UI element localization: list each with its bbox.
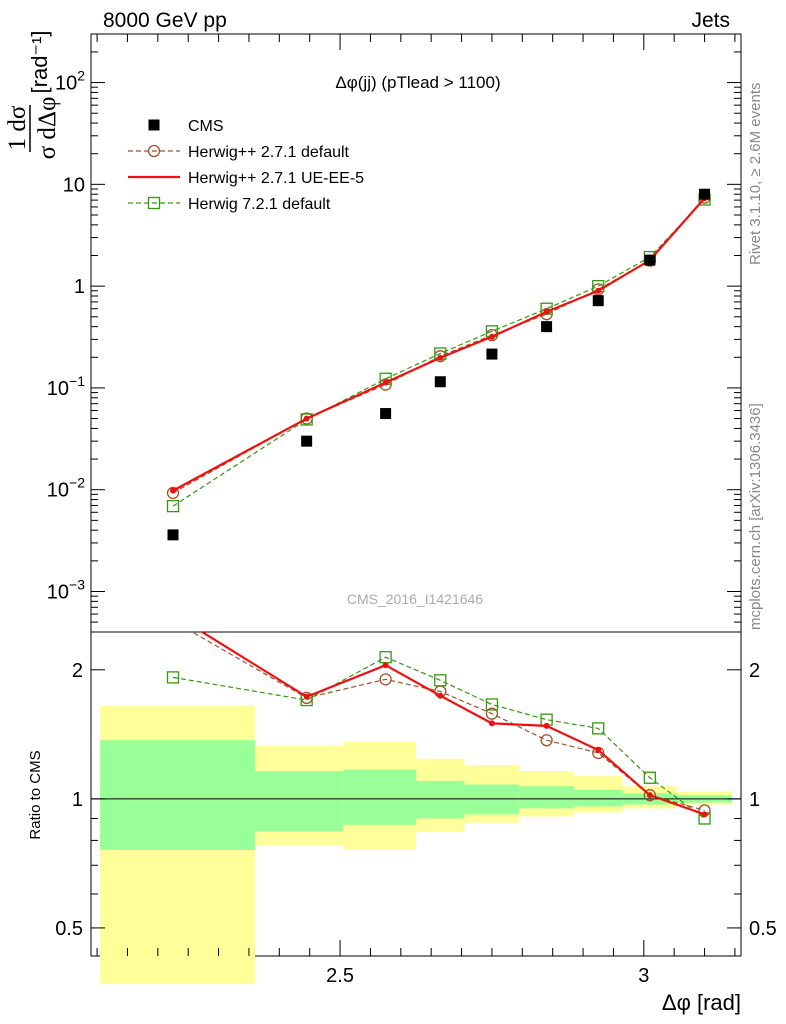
watermark: CMS_2016_I1421646 [347, 591, 483, 607]
ratio-frame [90, 631, 742, 957]
y-tick-label: 1 [74, 276, 85, 298]
series-line [172, 197, 706, 492]
ratio-point [485, 698, 499, 711]
ratio-point [437, 692, 444, 699]
data-point [592, 295, 604, 307]
data-point [644, 254, 656, 266]
x-tick-label: 3 [638, 965, 649, 987]
legend-label: Herwig++ 2.7.1 default [188, 144, 350, 161]
ratio-point [166, 671, 180, 684]
ratio-point [382, 662, 389, 669]
data-point [434, 376, 446, 388]
y-tick-label: 10−1 [47, 373, 85, 400]
ratio-series-herwig7 [166, 651, 711, 825]
series-herwigpp_default [166, 191, 711, 500]
ratio-point [168, 615, 179, 626]
legend-item: CMS [148, 118, 224, 135]
ratio-point [303, 693, 310, 700]
ratio-y-tick-label: 2 [72, 660, 83, 682]
legend: CMS Herwig++ 2.7.1 default Herwig++ 2.7.1 … [128, 118, 364, 213]
ratio-point [434, 674, 447, 687]
mcplots-side-label: mcplots.cern.ch [arXiv:1306.3436] [747, 403, 764, 630]
data-point [699, 188, 711, 200]
legend-label: Herwig 7.2.1 default [188, 196, 331, 213]
data-point [303, 415, 310, 422]
data-point [382, 379, 389, 386]
ratio-uncertainty-bands [100, 705, 732, 984]
band-inner-bin [573, 789, 623, 807]
ratio-y-tick-label-right: 2 [749, 660, 760, 682]
ratio-point [170, 611, 176, 617]
x-tick-label: 2.5 [326, 965, 354, 987]
band-inner-bin [255, 771, 344, 832]
y-tick-label: 10 [63, 174, 85, 196]
data-point [486, 348, 498, 360]
rivet-side-label: Rivet 3.1.10, ≥ 2.6M events [747, 82, 764, 266]
band-inner-bin [100, 740, 256, 850]
data-point [437, 354, 444, 361]
header-right: Jets [691, 9, 730, 32]
ratio-y-tick-label: 1 [72, 789, 83, 811]
series-herwig7 [166, 193, 711, 513]
legend-marker [147, 196, 161, 210]
ratio-series-line [172, 656, 705, 819]
legend-label: Herwig++ 2.7.1 UE-EE-5 [188, 170, 364, 187]
y-tick-label: 102 [55, 68, 85, 95]
data-point [543, 308, 550, 315]
legend-marker [148, 119, 160, 131]
header-left: 8000 GeV pp [103, 9, 227, 32]
legend-marker [147, 144, 161, 158]
data-point [380, 408, 392, 420]
ratio-axis-ticks: 0.5 0.5 1 1 2 2 2.5 3 [55, 34, 777, 987]
y-tick-label: 10−3 [47, 576, 85, 603]
band-inner-bin [416, 781, 465, 819]
ratio-point [643, 789, 657, 802]
ratio-series-group [166, 611, 711, 825]
data-point [166, 499, 180, 513]
ratio-point [592, 722, 605, 735]
series-herwigpp_ueee5 [170, 195, 708, 494]
ratio-y-tick-label: 0.5 [55, 918, 83, 940]
ratio-point [379, 673, 392, 686]
ratio-y-tick-label-right: 0.5 [749, 918, 777, 940]
ratio-point [643, 771, 657, 784]
data-point [488, 333, 495, 340]
ratio-point [646, 792, 653, 799]
series-data [167, 188, 711, 541]
y-axis-unit: [rad⁻¹] [27, 31, 52, 94]
band-inner-bin [519, 786, 574, 809]
y-axis-label-numerator: 1 dσ [4, 105, 31, 150]
ratio-point [595, 746, 602, 753]
ratio-point [488, 720, 495, 727]
ratio-y-label: Ratio to CMS [27, 750, 44, 839]
legend-item: Herwig++ 2.7.1 UE-EE-5 [128, 170, 364, 187]
ratio-point [540, 734, 553, 747]
data-point [541, 321, 553, 333]
legend-label: CMS [188, 118, 224, 135]
ratio-y-tick-label-right: 1 [749, 789, 760, 811]
main-series-group [166, 188, 711, 541]
y-tick-label: 10−2 [47, 475, 85, 502]
ratio-series-herwigpp_ueee5 [170, 611, 708, 818]
series-line [172, 199, 705, 507]
y-axis-label-denominator: σ dΔφ [34, 97, 61, 160]
data-point [301, 435, 313, 447]
legend-item: Herwig++ 2.7.1 default [128, 144, 350, 161]
band-inner-bin [464, 784, 520, 815]
data-point [167, 529, 179, 541]
x-axis-label: Δφ [rad] [662, 990, 741, 1015]
main-y-axis-ticks: 10−3 10−2 10−1 1 10 102 [47, 33, 741, 633]
data-point [166, 486, 180, 500]
ratio-point [543, 722, 550, 729]
ratio-point [701, 811, 708, 818]
ratio-point [485, 707, 499, 720]
y-axis-label-main: 1 dσ σ dΔφ [4, 97, 61, 160]
data-point [595, 287, 602, 294]
main-title: Δφ(jj) (pTlead > 1100) [335, 73, 500, 92]
data-point [170, 487, 177, 494]
data-point [300, 413, 313, 426]
legend-item: Herwig 7.2.1 default [128, 196, 331, 213]
band-inner-bin [343, 769, 416, 825]
